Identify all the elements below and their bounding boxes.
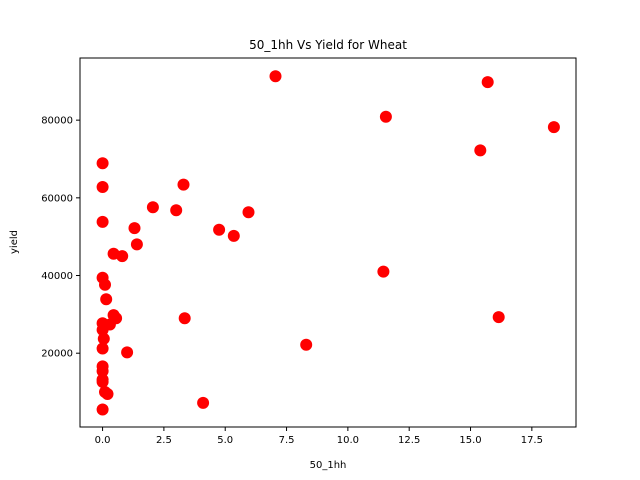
data-point — [269, 70, 282, 83]
data-point — [177, 178, 190, 191]
data-point — [100, 293, 113, 306]
data-point — [128, 222, 141, 235]
data-point — [96, 157, 109, 170]
data-point — [96, 375, 109, 388]
data-point — [547, 121, 560, 134]
data-point — [97, 332, 110, 345]
y-axis-label: yield — [9, 230, 20, 254]
y-axis: 20000 40000 60000 80000 — [41, 116, 80, 360]
data-point — [492, 311, 505, 324]
data-point — [213, 223, 226, 236]
data-point — [197, 396, 210, 409]
data-point — [96, 365, 109, 378]
x-tick-label: 5.0 — [217, 435, 233, 446]
chart-title: 50_1hh Vs Yield for Wheat — [249, 38, 407, 52]
data-point — [474, 144, 487, 157]
data-point — [96, 342, 109, 355]
y-tick-label: 40000 — [41, 271, 73, 282]
points-layer — [96, 70, 560, 416]
data-point — [242, 206, 255, 219]
data-point — [377, 265, 390, 278]
data-point — [170, 204, 183, 217]
data-point — [481, 76, 494, 89]
x-tick-label: 7.5 — [279, 435, 295, 446]
data-point — [379, 110, 392, 123]
plot-frame — [79, 57, 577, 428]
data-point — [101, 388, 114, 400]
x-tick-label: 17.5 — [521, 435, 543, 446]
data-point — [96, 181, 109, 193]
y-tick-label: 20000 — [41, 349, 73, 360]
data-point — [96, 215, 109, 228]
data-point — [300, 338, 313, 351]
x-tick-label: 10.0 — [337, 435, 359, 446]
data-point — [227, 229, 240, 242]
data-point — [130, 238, 143, 251]
data-point — [116, 250, 129, 263]
data-point — [178, 312, 191, 325]
x-axis-label: 50_1hh — [310, 460, 347, 471]
data-point — [110, 312, 123, 325]
data-point — [96, 403, 109, 416]
x-tick-label: 15.0 — [459, 435, 481, 446]
x-tick-label: 2.5 — [156, 435, 172, 446]
data-point — [146, 201, 159, 214]
x-tick-label: 0.0 — [95, 435, 111, 446]
y-tick-label: 60000 — [41, 193, 73, 204]
data-point — [99, 278, 111, 291]
x-axis: 0.0 2.5 5.0 7.5 10.0 12.5 15.0 17.5 — [95, 427, 543, 446]
data-point — [121, 346, 134, 359]
x-tick-label: 12.5 — [398, 435, 420, 446]
y-tick-label: 80000 — [41, 116, 73, 127]
